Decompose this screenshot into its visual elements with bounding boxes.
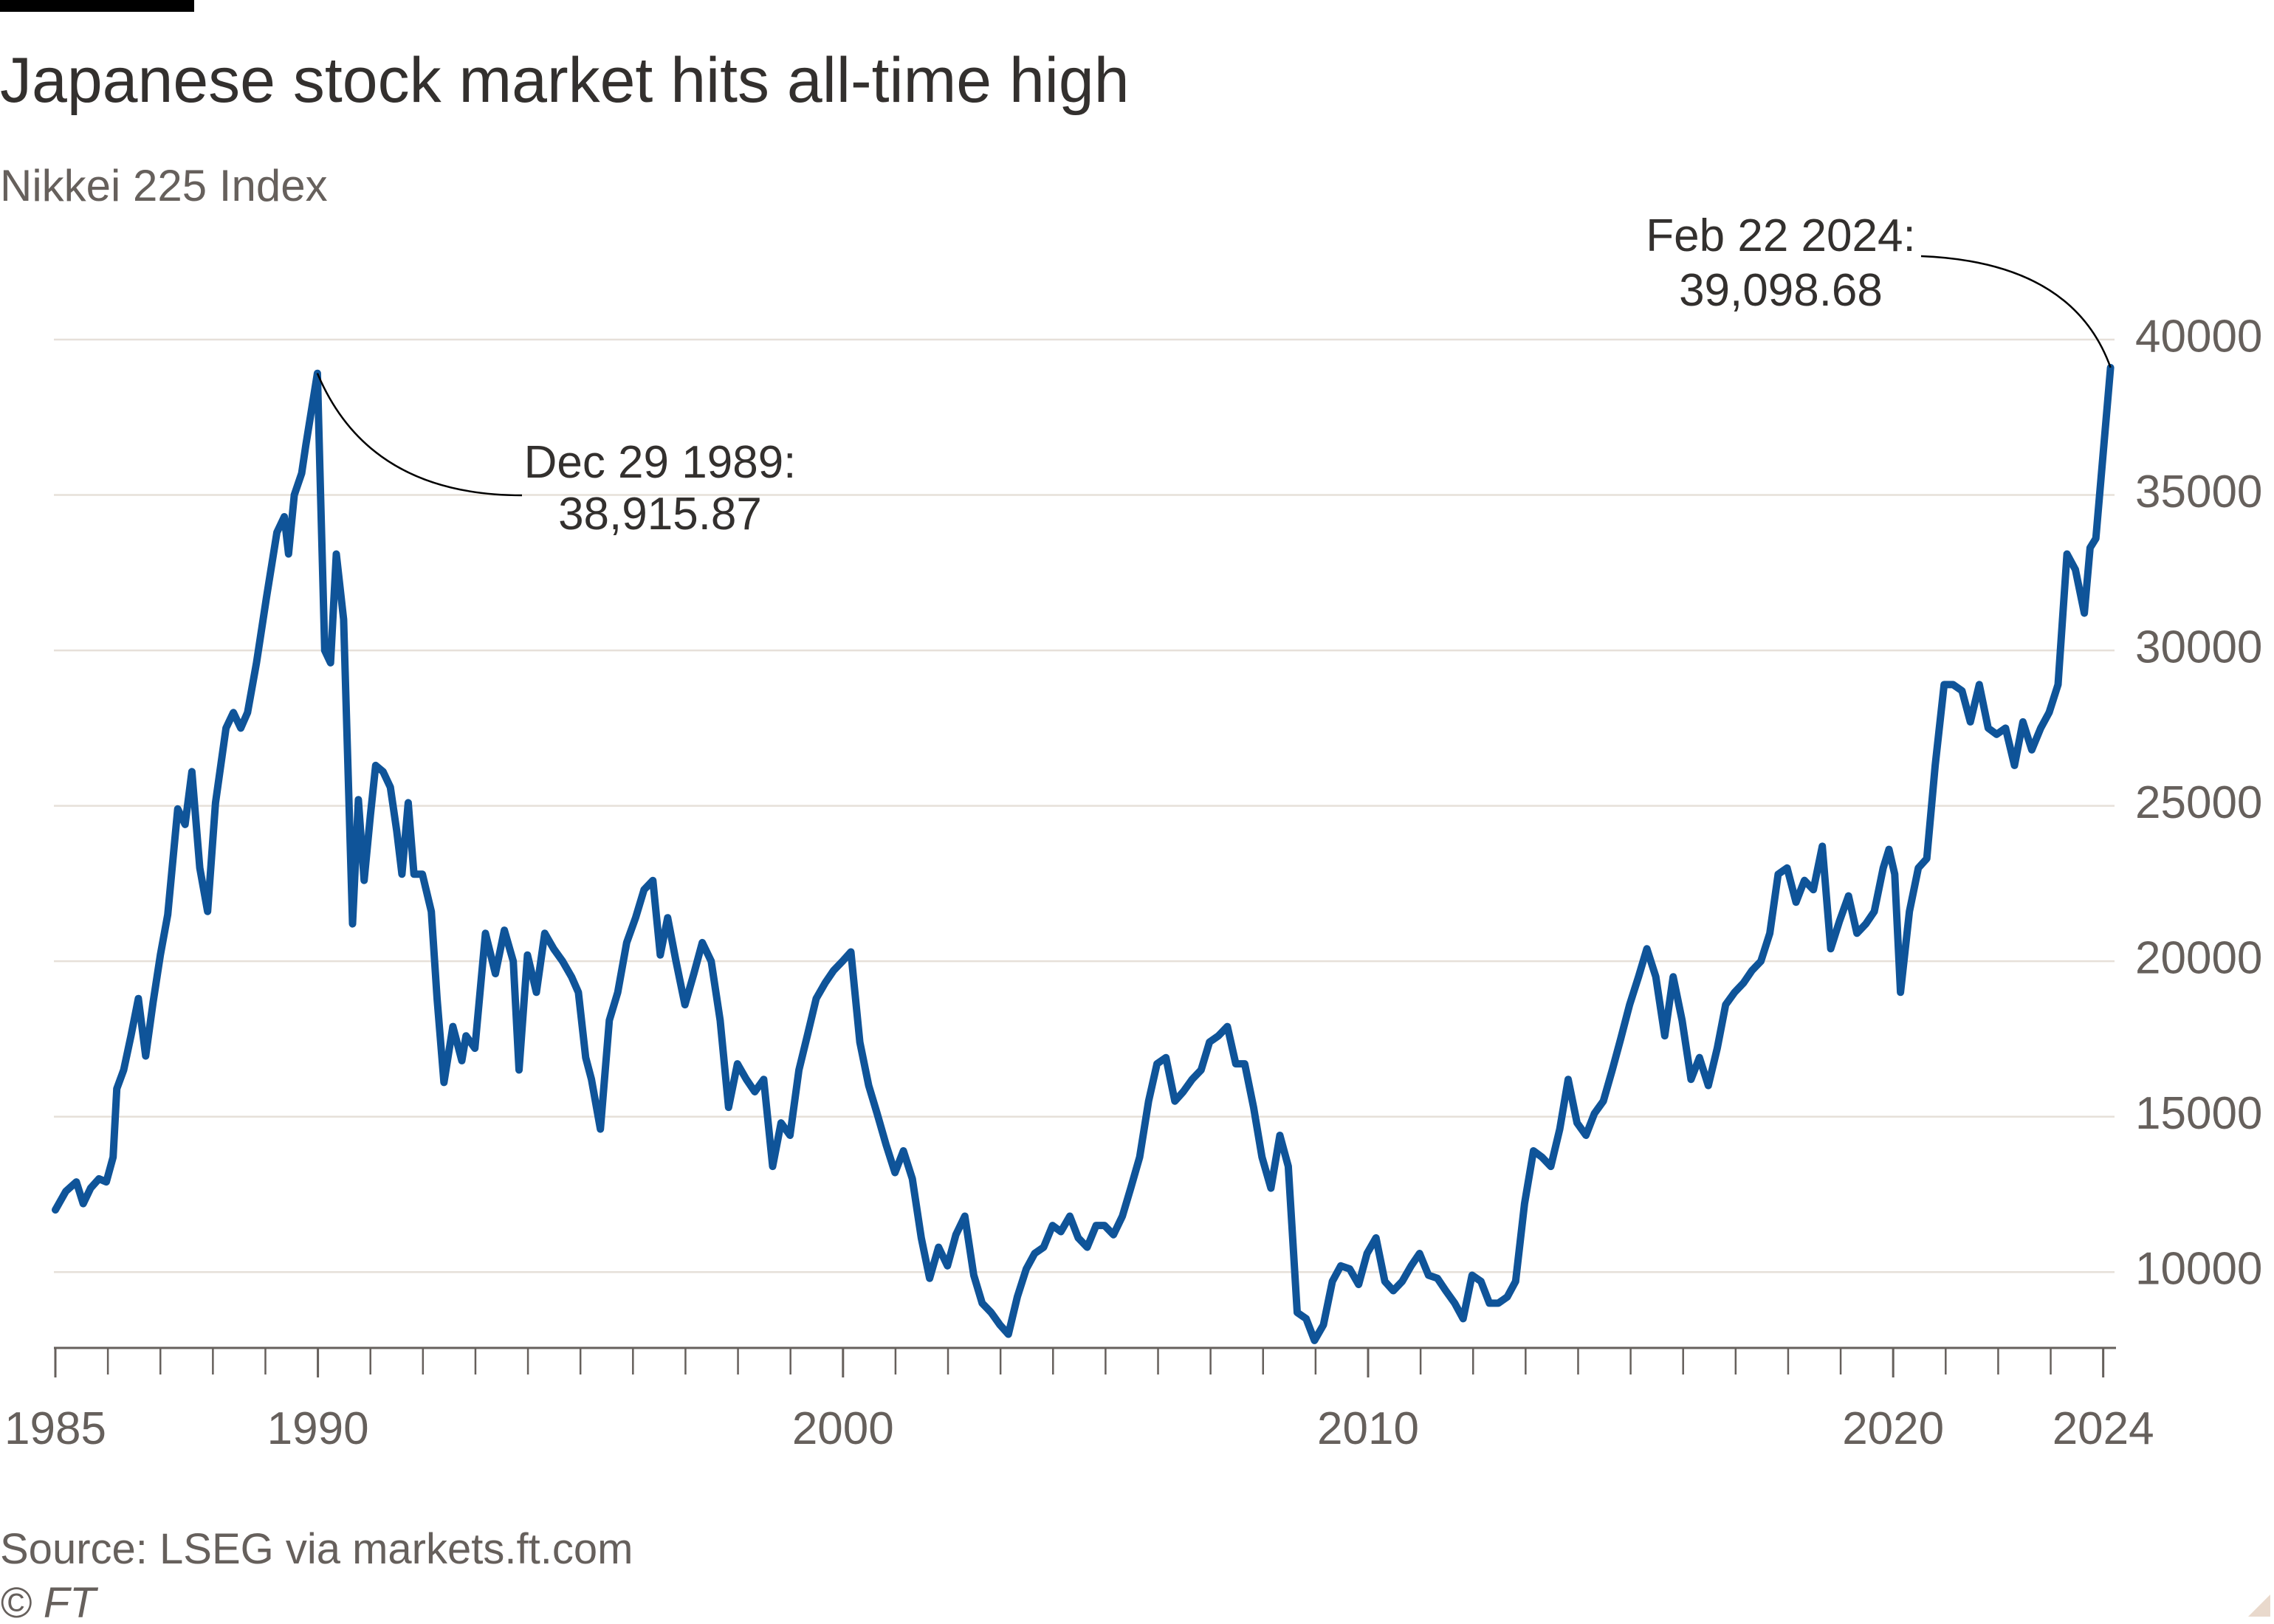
source-note: Source: LSEG via markets.ft.com <box>0 1525 633 1573</box>
y-tick-label: 10000 <box>2135 1244 2262 1295</box>
chart-title: Japanese stock market hits all-time high <box>0 45 1130 116</box>
x-tick-label: 1990 <box>267 1403 369 1454</box>
y-tick-label: 35000 <box>2135 467 2262 517</box>
x-tick-label: 1985 <box>4 1403 106 1454</box>
annotation-connector <box>1920 255 2112 368</box>
y-tick-label: 20000 <box>2135 933 2262 984</box>
y-tick-label: 15000 <box>2135 1088 2262 1139</box>
credit: © FT <box>0 1579 98 1624</box>
brand-bar <box>0 0 194 12</box>
annotation-connector <box>316 373 523 497</box>
annotation-text: 38,915.87 <box>558 489 762 540</box>
x-tick-label: 2000 <box>792 1403 894 1454</box>
annotation-text: Dec 29 1989: <box>524 437 797 488</box>
y-tick-label: 30000 <box>2135 622 2262 672</box>
x-tick-label: 2020 <box>1842 1403 1944 1454</box>
y-tick-label: 25000 <box>2135 777 2262 828</box>
chart-subtitle: Nikkei 225 Index <box>0 161 328 210</box>
index-line <box>52 364 2115 1344</box>
annotation-text: Feb 22 2024: <box>1646 210 1915 261</box>
y-tick-label: 40000 <box>2135 311 2262 362</box>
annotation-text: 39,098.68 <box>1679 265 1883 316</box>
x-tick-label: 2010 <box>1317 1403 1419 1454</box>
x-tick-label: 2024 <box>2053 1403 2154 1454</box>
corner-mark <box>2248 1594 2270 1617</box>
